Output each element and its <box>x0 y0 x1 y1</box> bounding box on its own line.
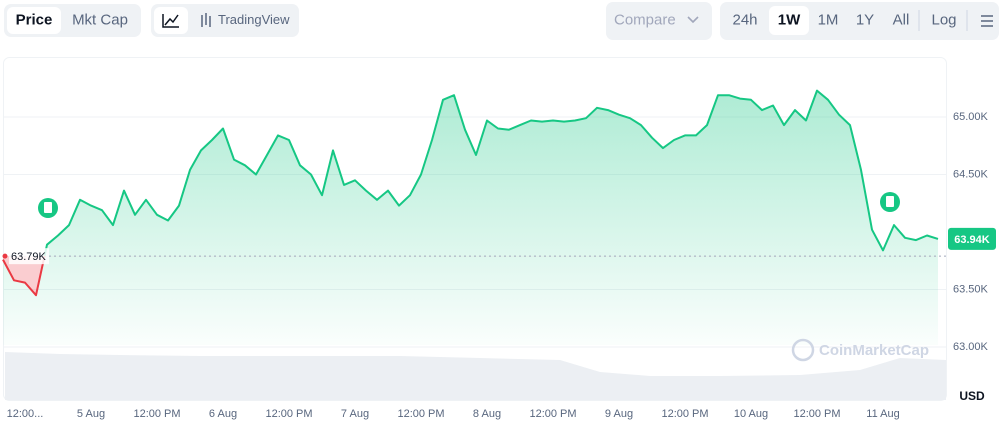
range-button[interactable]: 1Y <box>856 11 874 28</box>
price-line <box>2 89 939 297</box>
x-tick-label: 12:00 PM <box>529 408 576 420</box>
range-button[interactable]: 1M <box>818 11 839 28</box>
currency-label: USD <box>959 389 985 403</box>
x-tick-label: 9 Aug <box>605 408 633 420</box>
x-tick-label: 5 Aug <box>77 408 105 420</box>
x-tick-label: 6 Aug <box>209 408 237 420</box>
line-icon <box>162 14 179 28</box>
x-tick-label: 12:00 PM <box>793 408 840 420</box>
tab-active <box>7 7 61 34</box>
range-button[interactable]: 1W <box>778 11 801 28</box>
x-tick-label: 12:00 PM <box>661 408 708 420</box>
volume-area <box>5 352 946 400</box>
chevron <box>687 16 699 24</box>
tab[interactable]: Mkt Cap <box>72 11 128 28</box>
note-icon[interactable] <box>880 192 900 212</box>
tradingview-button[interactable]: TradingView <box>218 12 290 27</box>
last-price-label: 63.94K <box>954 234 990 246</box>
watermark-text: CoinMarketCap <box>819 342 929 359</box>
x-tick-label: 12:00 PM <box>397 408 444 420</box>
compare-button[interactable] <box>606 2 712 40</box>
area-fill <box>3 90 938 345</box>
y-tick-label: 64.50K <box>953 168 989 180</box>
note-icon[interactable] <box>38 198 58 218</box>
watermark: CoinMarketCap <box>791 338 929 362</box>
log-button[interactable]: Log <box>931 11 956 28</box>
candle-icon <box>201 13 211 27</box>
reference-label: 63.79K <box>11 251 47 263</box>
reference-label-bg <box>9 248 49 265</box>
x-tick-label: 11 Aug <box>866 408 899 420</box>
y-tick-label: 65.00K <box>953 111 989 123</box>
range-button[interactable]: All <box>893 11 910 28</box>
plot-frame <box>3 57 947 401</box>
range-buttons: 24h 1W 1M 1Y All <box>732 6 909 35</box>
x-tick-label: 12:00... <box>7 408 44 420</box>
y-tick-label: 63.50K <box>953 283 989 295</box>
compare-label: Compare <box>614 11 676 28</box>
view-group <box>151 4 299 37</box>
plot: 63.00K 63.50K 64.50K 65.00K 12:00... 5 Aug 12:… <box>2 89 996 420</box>
x-tick-label: 12:00 PM <box>133 408 180 420</box>
x-tick-label: 12:00 PM <box>265 408 312 420</box>
tab[interactable]: Price <box>16 11 53 28</box>
x-tick-label: 7 Aug <box>341 408 369 420</box>
x-tick-label: 8 Aug <box>473 408 501 420</box>
range-button[interactable]: 24h <box>732 11 757 28</box>
y-tick-label: 63.00K <box>953 341 989 353</box>
last-price-tag <box>948 227 996 250</box>
range-active <box>769 6 809 35</box>
reference-dot <box>2 253 8 259</box>
x-tick-label: 10 Aug <box>734 408 768 420</box>
settings-icon[interactable] <box>981 15 993 27</box>
